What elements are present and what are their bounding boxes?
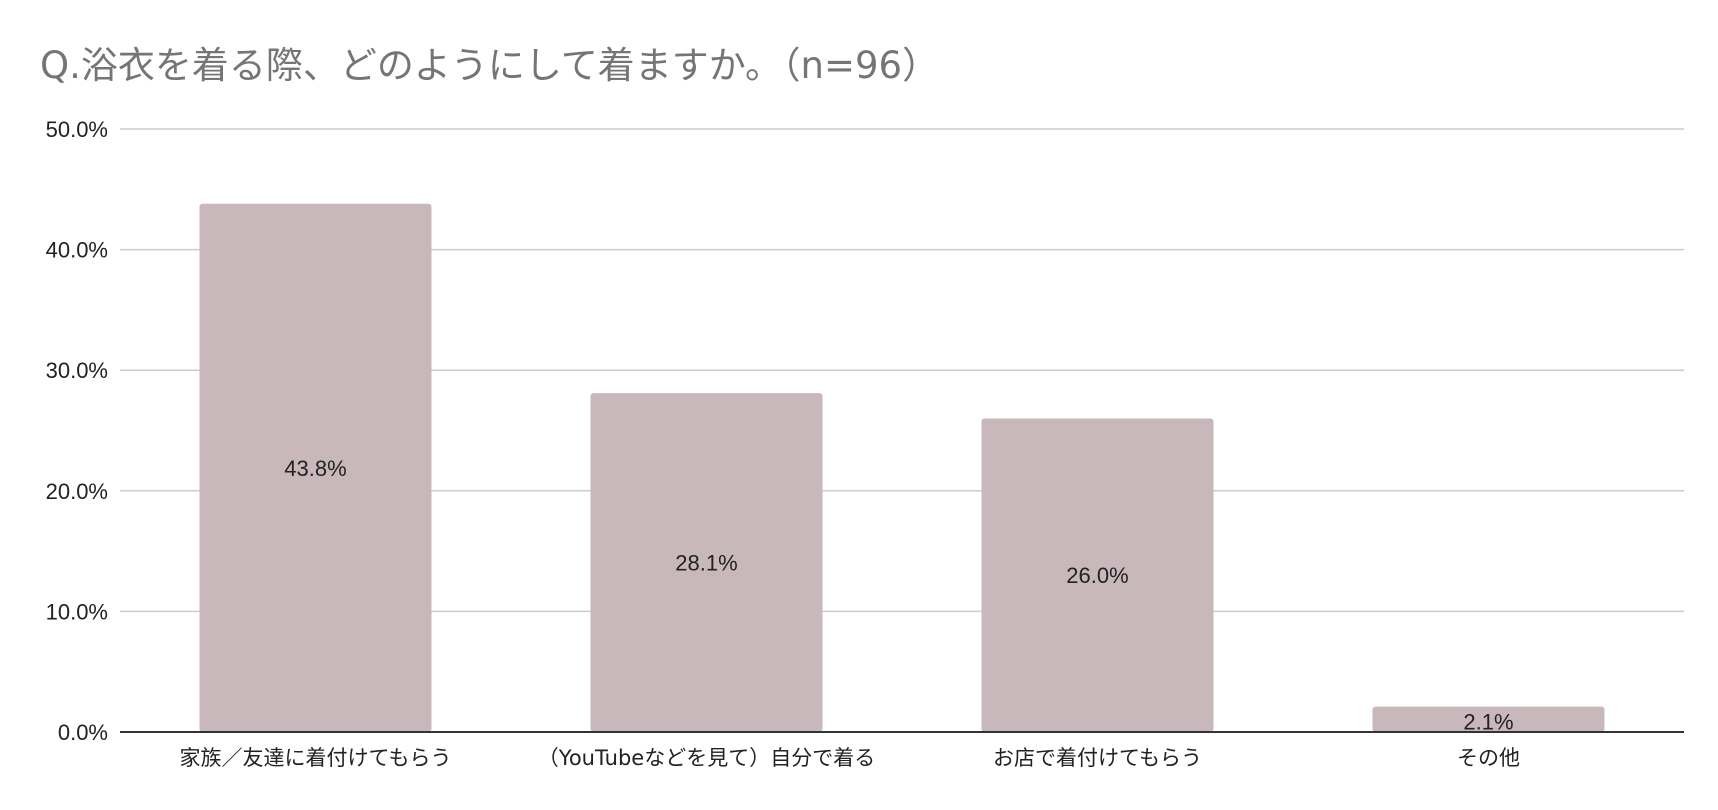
bar bbox=[199, 203, 432, 733]
data-label: 28.1% bbox=[675, 551, 737, 576]
data-label: 26.0% bbox=[1066, 563, 1128, 588]
bar bbox=[981, 418, 1214, 732]
y-tick-label: 40.0% bbox=[46, 238, 108, 263]
bars bbox=[199, 203, 1605, 733]
chart-title: Q.浴衣を着る際、どのようにして着ますか。（n=96） bbox=[40, 44, 939, 87]
x-axis-category-labels: 家族／友達に着付けてもらう （YouTubeなどを見て）自分で着る お店で着付けても… bbox=[180, 746, 1520, 770]
data-label: 2.1% bbox=[1463, 709, 1513, 734]
y-tick-label: 20.0% bbox=[46, 479, 108, 504]
bar bbox=[590, 393, 823, 732]
y-axis-tick-labels: 0.0% 10.0% 20.0% 30.0% 40.0% 50.0% bbox=[46, 117, 108, 745]
category-label: その他 bbox=[1457, 746, 1520, 770]
y-tick-label: 10.0% bbox=[46, 599, 108, 624]
y-tick-label: 0.0% bbox=[58, 720, 108, 745]
category-label: お店で着付けてもらう bbox=[993, 746, 1202, 770]
category-label: 家族／友達に着付けてもらう bbox=[180, 746, 452, 770]
bar bbox=[1372, 706, 1605, 732]
data-labels: 43.8% 28.1% 26.0% 2.1% bbox=[284, 456, 1513, 734]
y-tick-label: 30.0% bbox=[46, 358, 108, 383]
data-label: 43.8% bbox=[284, 456, 346, 481]
category-label: （YouTubeなどを見て）自分で着る bbox=[538, 746, 875, 770]
y-tick-label: 50.0% bbox=[46, 117, 108, 142]
